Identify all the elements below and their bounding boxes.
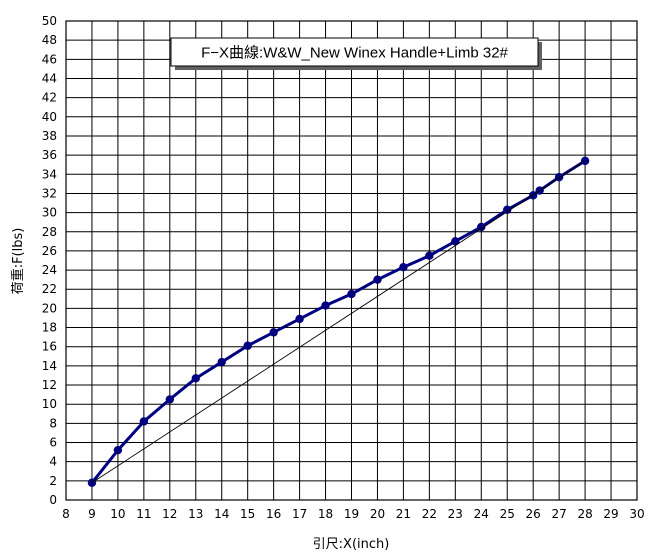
y-tick-label-17: 34 — [42, 167, 57, 181]
x-tick-label-13: 21 — [396, 507, 411, 521]
y-tick-label-8: 16 — [42, 340, 57, 354]
y-tick-labels: 0246810121416182022242628303234363840424… — [42, 14, 57, 507]
data-point-3 — [165, 395, 175, 404]
x-tick-label-1: 9 — [88, 507, 96, 521]
chart-title-box: F−X曲線:W&W_New Winex Handle+Limb 32# — [170, 37, 542, 70]
y-tick-label-22: 44 — [42, 71, 57, 85]
data-point-5 — [217, 357, 226, 367]
x-tick-label-7: 15 — [240, 507, 255, 521]
y-tick-label-19: 38 — [42, 129, 57, 143]
data-point-2 — [139, 417, 149, 426]
data-point-16 — [503, 205, 512, 214]
data-point-1 — [113, 445, 123, 455]
x-axis-title: 引尺:X(inch) — [313, 537, 390, 552]
y-tick-label-25: 50 — [42, 14, 57, 28]
x-tick-label-19: 27 — [551, 507, 566, 521]
y-tick-label-21: 42 — [42, 91, 57, 105]
y-tick-label-15: 30 — [42, 206, 57, 220]
x-tick-label-17: 25 — [500, 507, 515, 521]
data-point-4 — [191, 374, 200, 383]
y-tick-label-23: 46 — [42, 52, 57, 66]
x-tick-label-20: 28 — [577, 507, 592, 521]
data-point-15 — [477, 222, 486, 232]
x-tick-label-15: 23 — [448, 507, 463, 521]
y-tick-label-5: 10 — [42, 397, 57, 411]
y-tick-label-14: 28 — [42, 225, 57, 239]
x-tick-label-0: 8 — [62, 507, 70, 521]
x-tick-label-9: 17 — [292, 507, 307, 521]
y-tick-label-9: 18 — [42, 321, 57, 335]
y-tick-label-12: 24 — [42, 263, 57, 277]
y-tick-label-13: 26 — [42, 244, 57, 258]
y-tick-label-2: 4 — [49, 455, 57, 469]
y-tick-label-3: 6 — [49, 436, 57, 450]
x-tick-label-8: 16 — [266, 507, 281, 521]
grid-lines — [66, 21, 637, 500]
y-tick-label-16: 32 — [42, 186, 57, 200]
y-tick-label-1: 2 — [49, 474, 57, 488]
y-tick-label-20: 40 — [42, 110, 57, 124]
y-tick-label-4: 8 — [49, 416, 57, 430]
data-point-9 — [321, 301, 330, 310]
x-tick-label-12: 20 — [370, 507, 385, 521]
series-group — [87, 156, 590, 487]
y-axis-title: 荷重:F(lbs) — [10, 228, 26, 295]
x-tick-label-6: 14 — [214, 507, 229, 521]
x-tick-labels: 8 9 10 11 12 13 14 15 16 17 18 19 20 21 22 23 24 25 26 27 28… — [62, 507, 644, 521]
data-point-7 — [269, 328, 278, 337]
x-tick-label-14: 22 — [422, 507, 437, 521]
data-point-8 — [295, 314, 304, 324]
data-point-12 — [399, 263, 408, 272]
x-tick-label-11: 19 — [344, 507, 359, 521]
data-point-14 — [451, 237, 460, 246]
data-point-13 — [425, 251, 434, 260]
reference-line — [91, 160, 586, 484]
x-tick-label-3: 11 — [136, 507, 151, 521]
chart-title: F−X曲線:W&W_New Winex Handle+Limb 32# — [201, 45, 508, 62]
data-point-11 — [373, 275, 382, 284]
x-tick-label-4: 12 — [162, 507, 177, 521]
y-tick-label-6: 12 — [42, 378, 57, 392]
x-tick-label-10: 18 — [318, 507, 333, 521]
y-tick-label-18: 36 — [42, 148, 57, 162]
y-tick-label-0: 0 — [49, 493, 57, 507]
x-tick-label-5: 13 — [188, 507, 203, 521]
x-tick-label-16: 24 — [474, 507, 489, 521]
data-point-6 — [243, 341, 252, 350]
y-tick-label-10: 20 — [42, 301, 57, 315]
x-tick-label-21: 29 — [603, 507, 618, 521]
y-tick-label-11: 22 — [42, 282, 57, 296]
x-tick-label-2: 10 — [110, 507, 125, 521]
x-tick-label-18: 26 — [526, 507, 541, 521]
y-tick-label-7: 14 — [42, 359, 57, 373]
y-tick-label-24: 48 — [42, 33, 57, 47]
data-point-10 — [347, 289, 356, 299]
x-tick-label-22: 30 — [629, 507, 644, 521]
